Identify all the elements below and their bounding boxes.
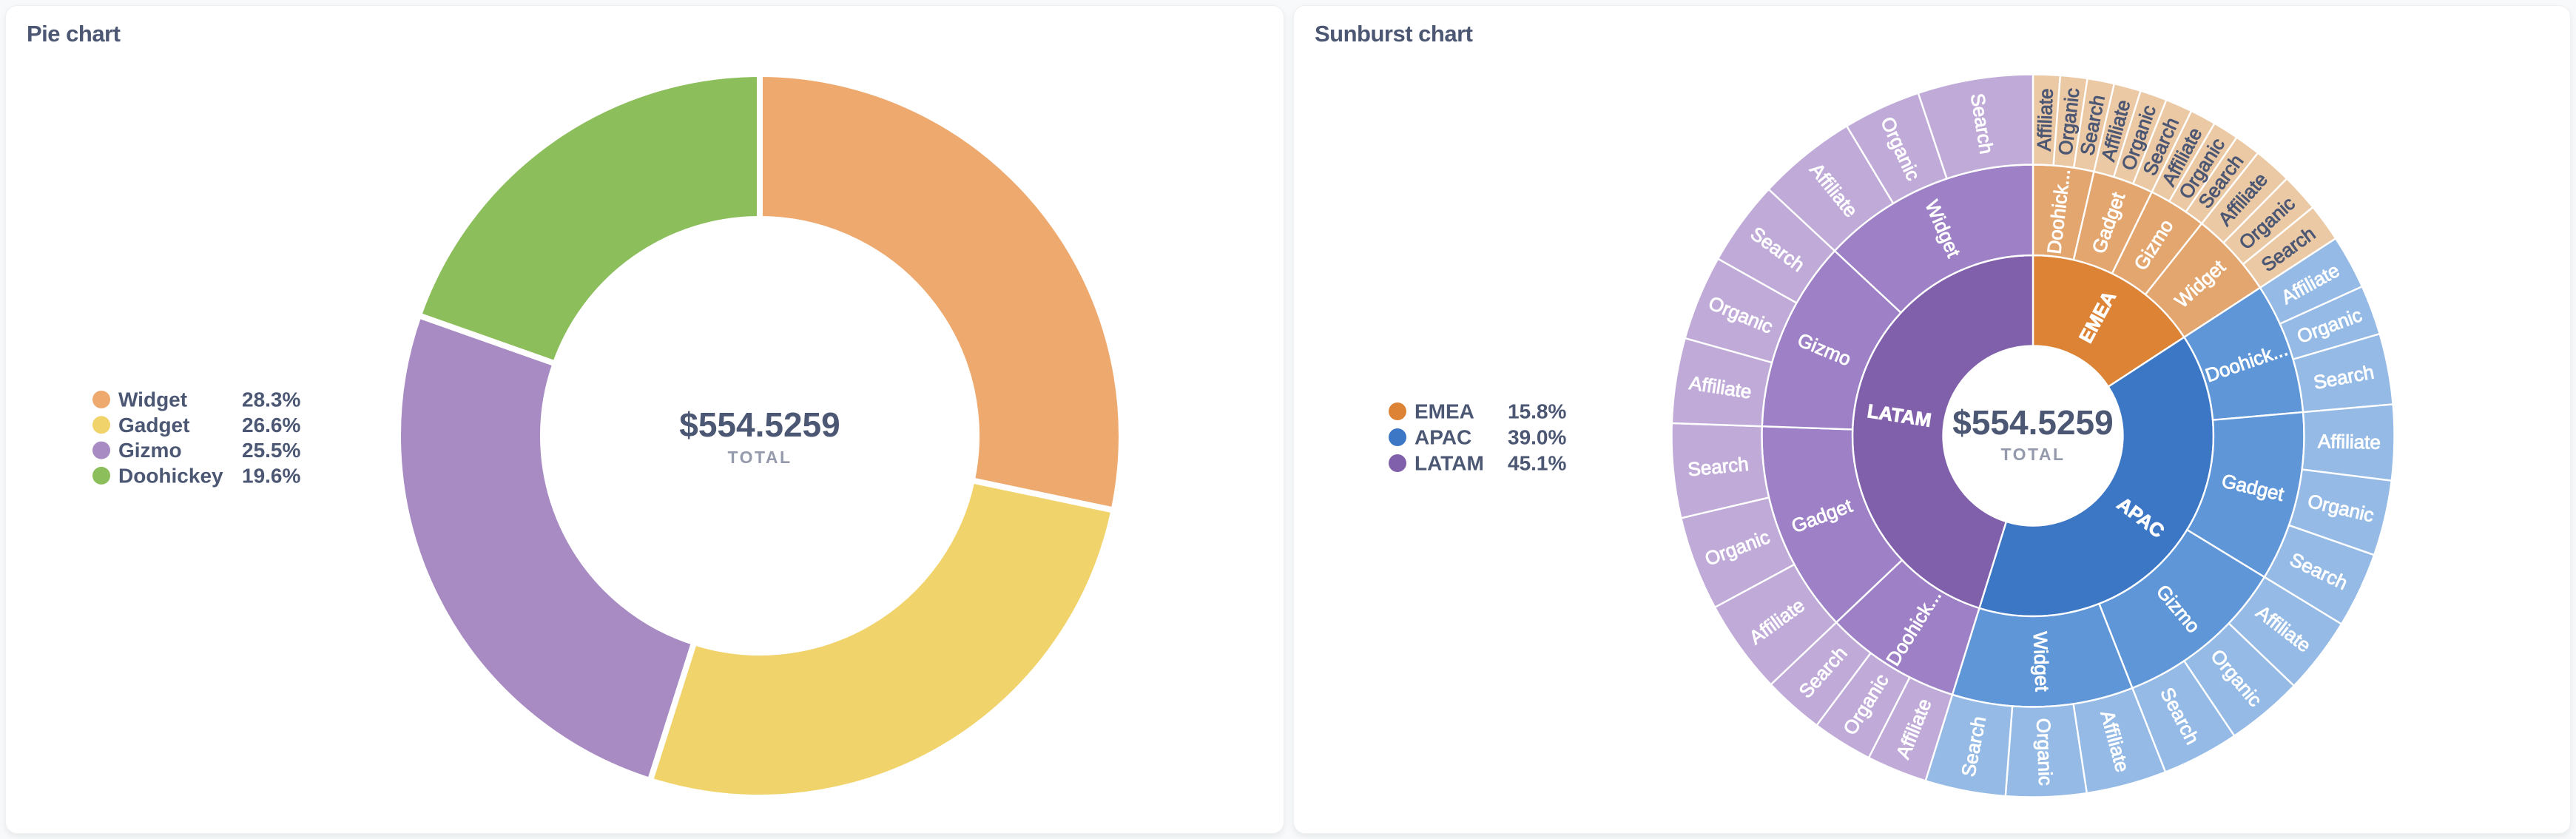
svg-text:$554.5259: $554.5259 xyxy=(679,405,840,444)
svg-text:28.3%: 28.3% xyxy=(242,388,300,411)
svg-text:15.8%: 15.8% xyxy=(1508,400,1566,423)
svg-text:Widget: Widget xyxy=(2029,631,2054,693)
svg-text:TOTAL: TOTAL xyxy=(727,448,792,467)
svg-text:EMEA: EMEA xyxy=(1415,400,1474,423)
svg-text:LATAM: LATAM xyxy=(1415,452,1484,475)
svg-text:Widget: Widget xyxy=(118,388,187,411)
svg-text:Gadget: Gadget xyxy=(118,414,189,437)
svg-text:TOTAL: TOTAL xyxy=(2000,445,2065,464)
svg-text:39.0%: 39.0% xyxy=(1508,426,1566,449)
svg-text:Affiliate: Affiliate xyxy=(2318,430,2381,454)
svg-text:APAC: APAC xyxy=(1415,426,1471,449)
svg-text:Affiliate: Affiliate xyxy=(2033,88,2057,152)
svg-text:Gizmo: Gizmo xyxy=(118,439,182,462)
svg-text:Search: Search xyxy=(1687,453,1750,481)
svg-text:26.6%: 26.6% xyxy=(242,414,300,437)
svg-text:45.1%: 45.1% xyxy=(1508,452,1566,475)
svg-text:Organic: Organic xyxy=(2032,718,2057,786)
svg-text:$554.5259: $554.5259 xyxy=(1952,403,2113,442)
svg-text:Doohickey: Doohickey xyxy=(118,464,223,487)
svg-text:19.6%: 19.6% xyxy=(242,464,300,487)
svg-text:25.5%: 25.5% xyxy=(242,439,300,462)
